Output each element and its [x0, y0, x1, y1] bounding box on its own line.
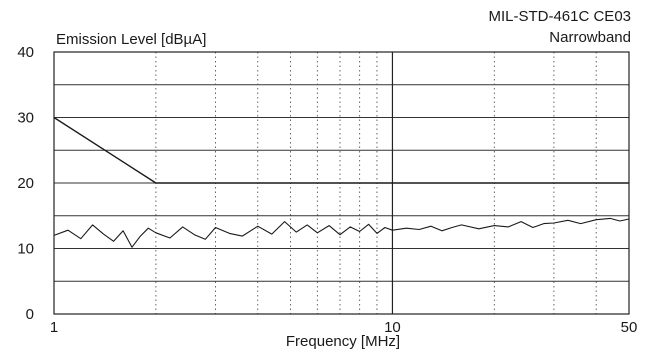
chart-title: MIL-STD-461C CE03 — [488, 8, 631, 25]
chart-subtitle: Narrowband — [549, 29, 631, 46]
x-tick-label: 10 — [384, 319, 401, 336]
y-tick-label: 30 — [17, 110, 34, 127]
limit-line — [53, 116, 629, 184]
plot-frame — [53, 51, 630, 315]
y-tick-label: 10 — [17, 241, 34, 258]
y-tick-label: 0 — [26, 306, 34, 323]
x-tick-label: 1 — [50, 319, 58, 336]
x-tick-label: 50 — [621, 319, 638, 336]
y-tick-label: 20 — [17, 175, 34, 192]
tick-label-layer: 0 10 20 30 40 1 10 50 — [17, 44, 637, 336]
measured-emission-line — [53, 217, 630, 248]
x-axis-label: Frequency [MHz] — [286, 333, 400, 350]
y-axis-label: Emission Level [dBµA] — [56, 31, 206, 48]
series-layer — [53, 116, 630, 248]
y-tick-label: 40 — [17, 44, 34, 61]
